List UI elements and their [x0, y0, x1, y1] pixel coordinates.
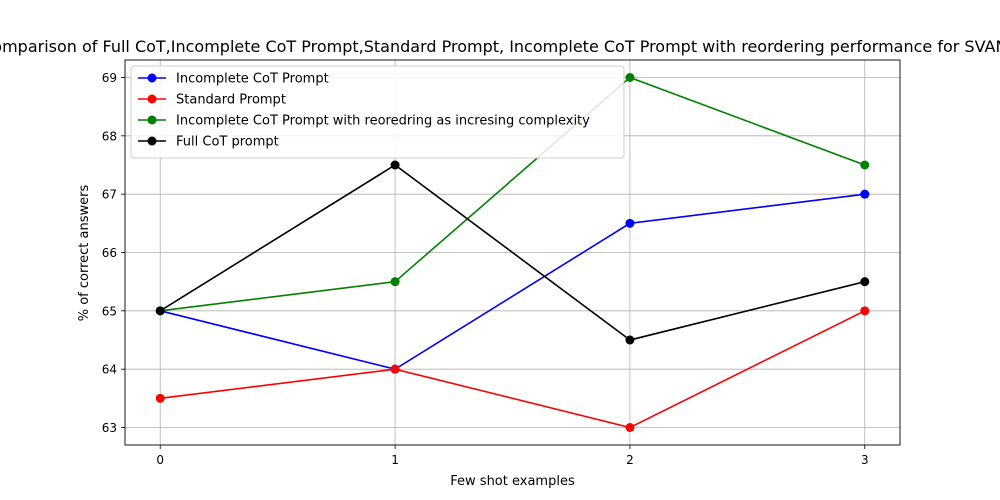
legend-swatch-marker: [147, 73, 157, 83]
data-point: [625, 218, 635, 228]
data-point: [860, 306, 870, 316]
data-point: [390, 277, 400, 287]
series-lines: [159, 76, 866, 429]
data-points: [155, 73, 870, 432]
legend-swatch-marker: [147, 115, 157, 125]
data-point: [390, 160, 400, 170]
legend-entry-label: Full CoT prompt: [176, 135, 279, 150]
series-line-4: [159, 164, 865, 341]
data-point: [625, 73, 635, 82]
x-tick-label: 2: [626, 453, 634, 467]
x-tick-label: 3: [861, 453, 869, 467]
chart-title: Comparison of Full CoT,Incomplete CoT Pr…: [0, 37, 1000, 56]
data-point: [390, 364, 400, 374]
y-tick-label: 66: [102, 246, 117, 260]
y-tick-label: 63: [102, 421, 117, 435]
series-line-1: [160, 193, 865, 371]
y-tick-label: 64: [102, 363, 117, 377]
data-point: [155, 393, 165, 403]
legend-swatch-marker: [147, 136, 157, 146]
y-axis-title: % of correct answers: [77, 185, 92, 322]
x-tick-labels: 0 1 2 3: [156, 445, 869, 467]
data-point: [625, 423, 635, 432]
legend-swatch-marker: [147, 94, 157, 104]
legend-box: [130, 65, 625, 159]
legend-entry-label: Standard Prompt: [176, 93, 286, 108]
data-point: [860, 189, 870, 199]
legend-entry-label: Incomplete CoT Prompt with reoredring as…: [176, 114, 590, 129]
legend: Incomplete CoT Prompt Standard Prompt Inco…: [130, 65, 625, 159]
legend-entry-label: Incomplete CoT Prompt: [176, 72, 329, 87]
y-tick-label: 65: [102, 304, 117, 318]
data-point: [860, 277, 870, 287]
x-axis-title: Few shot examples: [450, 474, 575, 489]
series-line-2: [160, 310, 866, 429]
y-tick-label: 68: [102, 129, 117, 143]
y-tick-labels: 63 64 65 66 67 68 69: [102, 71, 125, 435]
data-point: [860, 160, 870, 170]
data-point: [155, 306, 165, 316]
y-tick-label: 67: [102, 188, 117, 202]
x-tick-label: 1: [391, 453, 399, 467]
y-tick-label: 69: [102, 71, 117, 85]
data-point: [625, 335, 635, 345]
x-tick-label: 0: [156, 453, 164, 467]
series-line-3: [160, 76, 866, 312]
